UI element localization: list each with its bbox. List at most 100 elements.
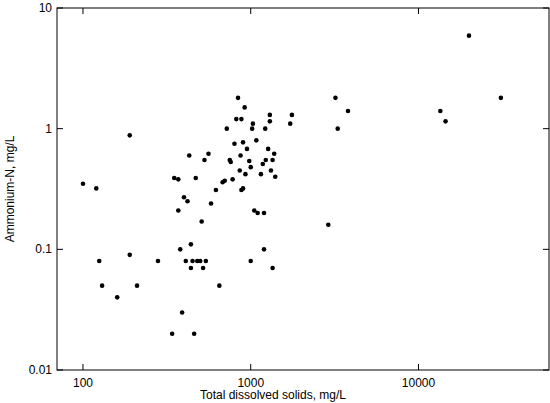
y-tick-label: 10 (39, 1, 53, 15)
point (230, 177, 235, 182)
chart: 1001000100000.010.1110Total dissolved so… (0, 0, 550, 403)
point (251, 121, 256, 126)
point (127, 133, 132, 138)
plot-frame (57, 8, 549, 370)
x-tick-top (418, 8, 419, 14)
point (266, 147, 271, 152)
point (443, 119, 448, 124)
point (254, 138, 259, 143)
point (192, 331, 197, 336)
point (180, 310, 185, 315)
point (190, 259, 195, 264)
point (224, 126, 229, 131)
point (100, 283, 105, 288)
y-tick (57, 8, 63, 9)
point (326, 222, 331, 227)
point (176, 177, 181, 182)
point (222, 178, 227, 183)
point (182, 195, 187, 200)
x-tick-top (250, 8, 251, 14)
point (242, 105, 247, 110)
y-tick (57, 249, 63, 250)
point (243, 172, 248, 177)
x-tick (250, 364, 251, 370)
point (247, 159, 252, 164)
point (232, 141, 237, 146)
y-axis-title: Ammonium-N, mg/L (3, 135, 17, 242)
x-tick (82, 364, 83, 370)
x-tick-label: 100 (73, 376, 93, 390)
point (198, 259, 203, 264)
point (499, 96, 504, 101)
point (156, 259, 161, 264)
point (239, 117, 244, 122)
point (201, 266, 206, 271)
point (185, 199, 190, 204)
point (260, 162, 265, 167)
x-axis-title: Total dissolved solids, mg/L (200, 388, 346, 402)
point (248, 165, 253, 170)
x-tick (418, 364, 419, 370)
x-tick-label: 10000 (402, 376, 436, 390)
point (270, 158, 275, 163)
point (272, 151, 277, 156)
point (193, 176, 198, 181)
point (263, 126, 268, 131)
point (170, 331, 175, 336)
point (259, 172, 264, 177)
y-tick-right (543, 249, 549, 250)
point (187, 153, 192, 158)
point (262, 211, 267, 216)
y-tick-right (543, 128, 549, 129)
y-tick (57, 128, 63, 129)
point (467, 33, 472, 38)
point (172, 176, 177, 181)
point (176, 208, 181, 213)
point (127, 253, 132, 258)
point (335, 126, 340, 131)
y-tick-label: 0.01 (29, 363, 53, 377)
point (228, 160, 233, 165)
point (115, 295, 120, 300)
point (248, 259, 253, 264)
point (333, 96, 338, 101)
point (204, 259, 209, 264)
point (217, 283, 222, 288)
point (290, 113, 295, 118)
point (237, 168, 242, 173)
point (268, 119, 273, 124)
point (270, 266, 275, 271)
point (264, 158, 269, 163)
point (94, 186, 99, 191)
point (245, 147, 250, 152)
point (202, 158, 207, 163)
point (255, 211, 260, 216)
point (209, 201, 214, 206)
point (273, 174, 278, 179)
point (262, 247, 267, 252)
point (250, 126, 255, 131)
y-tick (57, 370, 63, 371)
y-tick-label: 1 (45, 122, 52, 136)
point (241, 186, 246, 191)
y-tick-right (543, 8, 549, 9)
point (234, 117, 239, 122)
point (189, 242, 194, 247)
point (81, 181, 86, 186)
point (135, 283, 140, 288)
point (438, 109, 443, 114)
point (189, 266, 194, 271)
point (288, 121, 293, 126)
x-tick-top (82, 8, 83, 14)
points (81, 33, 504, 336)
point (269, 168, 274, 173)
y-tick-label: 0.1 (35, 242, 52, 256)
point (199, 219, 204, 224)
point (346, 109, 351, 114)
point (241, 140, 246, 145)
point (206, 151, 211, 156)
point (214, 188, 219, 193)
point (268, 113, 273, 118)
point (183, 259, 188, 264)
point (97, 259, 102, 264)
